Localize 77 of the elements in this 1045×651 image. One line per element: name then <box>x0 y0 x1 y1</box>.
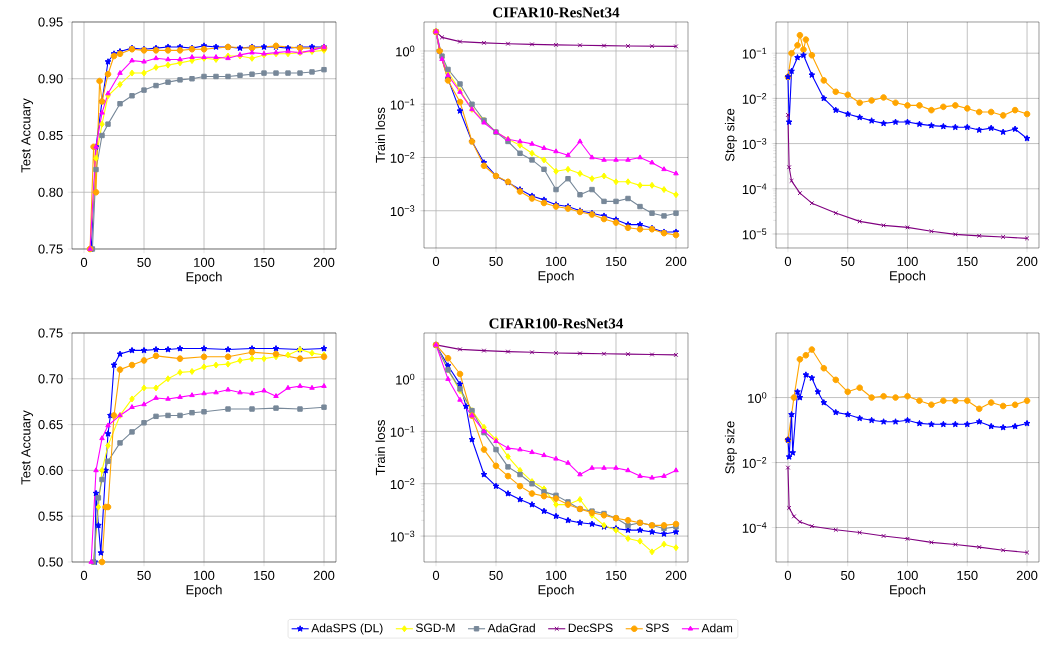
x-tick-label: 50 <box>489 256 503 266</box>
x-tick-label: 0 <box>432 570 440 580</box>
chart-title: CIFAR10-ResNet34 <box>493 7 620 18</box>
y-tick-label: 10$^{−3}$ <box>390 530 415 542</box>
y-tick-label: 10$^{0}$ <box>396 45 415 57</box>
y-axis-title: Train loss <box>375 420 385 476</box>
y-tick-label: 0.65 <box>38 419 63 430</box>
y-tick-label: 10$^{−2}$ <box>390 152 415 163</box>
x-tick-label: 100 <box>897 570 918 580</box>
legend-label: DecSPS <box>568 623 613 633</box>
chart-title: CIFAR100-ResNet34 <box>489 318 624 329</box>
y-axis-title: Test Accuary <box>21 410 34 485</box>
x-tick-label: 150 <box>606 256 627 266</box>
y-tick-label: 0.80 <box>38 187 63 197</box>
y-tick-label: 10$^{−2}$ <box>742 457 767 468</box>
y-tick-label: 0.70 <box>38 374 63 384</box>
x-tick-label: 50 <box>841 570 855 580</box>
y-tick-label: 0.75 <box>38 328 63 338</box>
x-tick-label: 100 <box>897 256 918 266</box>
y-tick-label: 10$^{−3}$ <box>742 138 767 150</box>
y-tick-label: 10$^{−1}$ <box>390 426 415 437</box>
x-axis-title: Epoch <box>890 584 926 597</box>
x-axis-title: Epoch <box>186 271 222 284</box>
y-tick-label: 0.95 <box>38 17 63 27</box>
x-tick-label: 100 <box>546 570 567 580</box>
y-tick-label: 10$^{−2}$ <box>742 92 767 104</box>
x-tick-label: 150 <box>957 570 978 580</box>
x-tick-label: 0 <box>80 257 88 267</box>
x-tick-label: 50 <box>137 257 151 267</box>
x-tick-label: 150 <box>254 257 275 267</box>
y-tick-label: 10$^{−1}$ <box>390 98 415 110</box>
y-tick-label: 0.50 <box>38 557 63 567</box>
y-axis-title: Train loss <box>375 107 385 163</box>
x-tick-label: 0 <box>432 256 440 266</box>
x-tick-label: 200 <box>313 257 335 267</box>
legend-label: Adam <box>701 623 733 633</box>
x-tick-label: 0 <box>784 570 792 580</box>
x-tick-label: 150 <box>957 256 978 266</box>
y-tick-label: 0.75 <box>38 244 63 254</box>
x-tick-label: 200 <box>665 570 687 580</box>
legend-label: SGD-M <box>415 623 455 633</box>
x-tick-label: 0 <box>80 570 88 580</box>
x-tick-label: 50 <box>489 570 503 580</box>
x-axis-title: Epoch <box>538 270 574 283</box>
y-tick-label: 0.60 <box>38 465 63 475</box>
y-tick-label: 10$^{0}$ <box>396 373 415 385</box>
y-tick-label: 0.55 <box>38 511 63 521</box>
x-tick-label: 50 <box>841 256 855 266</box>
x-axis-title: Epoch <box>890 270 926 283</box>
y-axis-title: Test Accuary <box>21 98 34 173</box>
x-tick-label: 200 <box>1016 570 1038 580</box>
legend-label: SPS <box>645 623 669 633</box>
x-tick-label: 150 <box>606 570 627 580</box>
x-tick-label: 50 <box>137 570 151 580</box>
y-tick-label: 10$^{−3}$ <box>390 205 415 217</box>
x-tick-label: 100 <box>194 257 215 267</box>
y-tick-label: 10$^{−4}$ <box>742 522 767 533</box>
y-tick-label: 10$^{−1}$ <box>742 47 767 59</box>
legend-label: AdaGrad <box>487 623 535 633</box>
y-tick-label: 10$^{−4}$ <box>742 183 767 195</box>
y-axis-title: Step size <box>724 108 737 162</box>
x-axis-title: Epoch <box>538 584 574 597</box>
x-tick-label: 200 <box>313 570 335 580</box>
legend-label: AdaSPS (DL) <box>311 623 383 635</box>
x-tick-label: 100 <box>546 256 567 266</box>
y-tick-label: 10$^{0}$ <box>748 392 767 403</box>
y-tick-label: 0.90 <box>38 74 63 84</box>
x-tick-label: 100 <box>194 570 215 580</box>
y-axis-title: Step size <box>724 421 737 474</box>
y-tick-label: 10$^{−2}$ <box>390 478 415 490</box>
x-axis-title: Epoch <box>186 584 222 597</box>
x-tick-label: 150 <box>254 570 275 580</box>
x-tick-label: 200 <box>1016 256 1038 266</box>
y-tick-label: 10$^{−5}$ <box>742 228 767 240</box>
y-tick-label: 0.85 <box>38 130 63 141</box>
x-tick-label: 0 <box>784 256 792 266</box>
x-tick-label: 200 <box>665 256 687 266</box>
